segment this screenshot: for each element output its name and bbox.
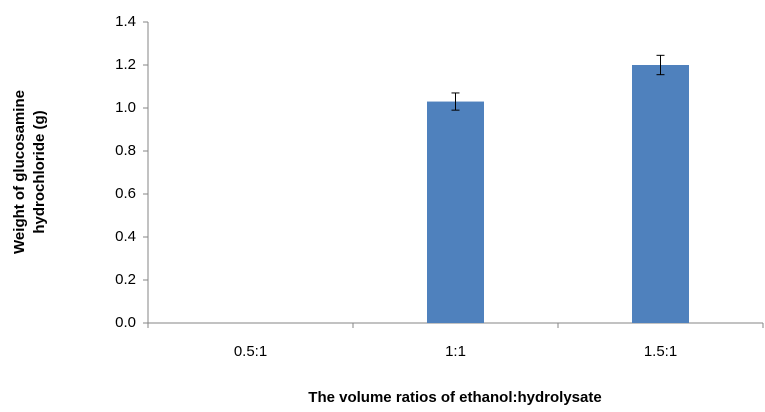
error-bar bbox=[656, 54, 665, 76]
y-tick-label: 1.4 bbox=[115, 13, 136, 30]
y-tick-label: 0.4 bbox=[115, 228, 136, 245]
y-tick-label: 1.0 bbox=[115, 99, 136, 116]
x-tick-label: 1.5:1 bbox=[644, 343, 677, 360]
x-tick-label: 0.5:1 bbox=[234, 343, 267, 360]
bar bbox=[632, 65, 689, 323]
y-tick-label: 1.2 bbox=[115, 56, 136, 73]
y-tick-label: 0.8 bbox=[115, 142, 136, 159]
x-axis-title: The volume ratios of ethanol:hydrolysate bbox=[308, 389, 601, 406]
error-bar bbox=[451, 92, 460, 111]
y-tick-label: 0.0 bbox=[115, 314, 136, 331]
y-axis-title: hydrochloride (g) bbox=[31, 110, 48, 233]
bar bbox=[427, 101, 484, 323]
y-tick-label: 0.2 bbox=[115, 271, 136, 288]
y-axis-title: Weight of glucosamine bbox=[11, 90, 28, 254]
y-tick-label: 0.6 bbox=[115, 185, 136, 202]
x-tick-label: 1:1 bbox=[445, 343, 466, 360]
